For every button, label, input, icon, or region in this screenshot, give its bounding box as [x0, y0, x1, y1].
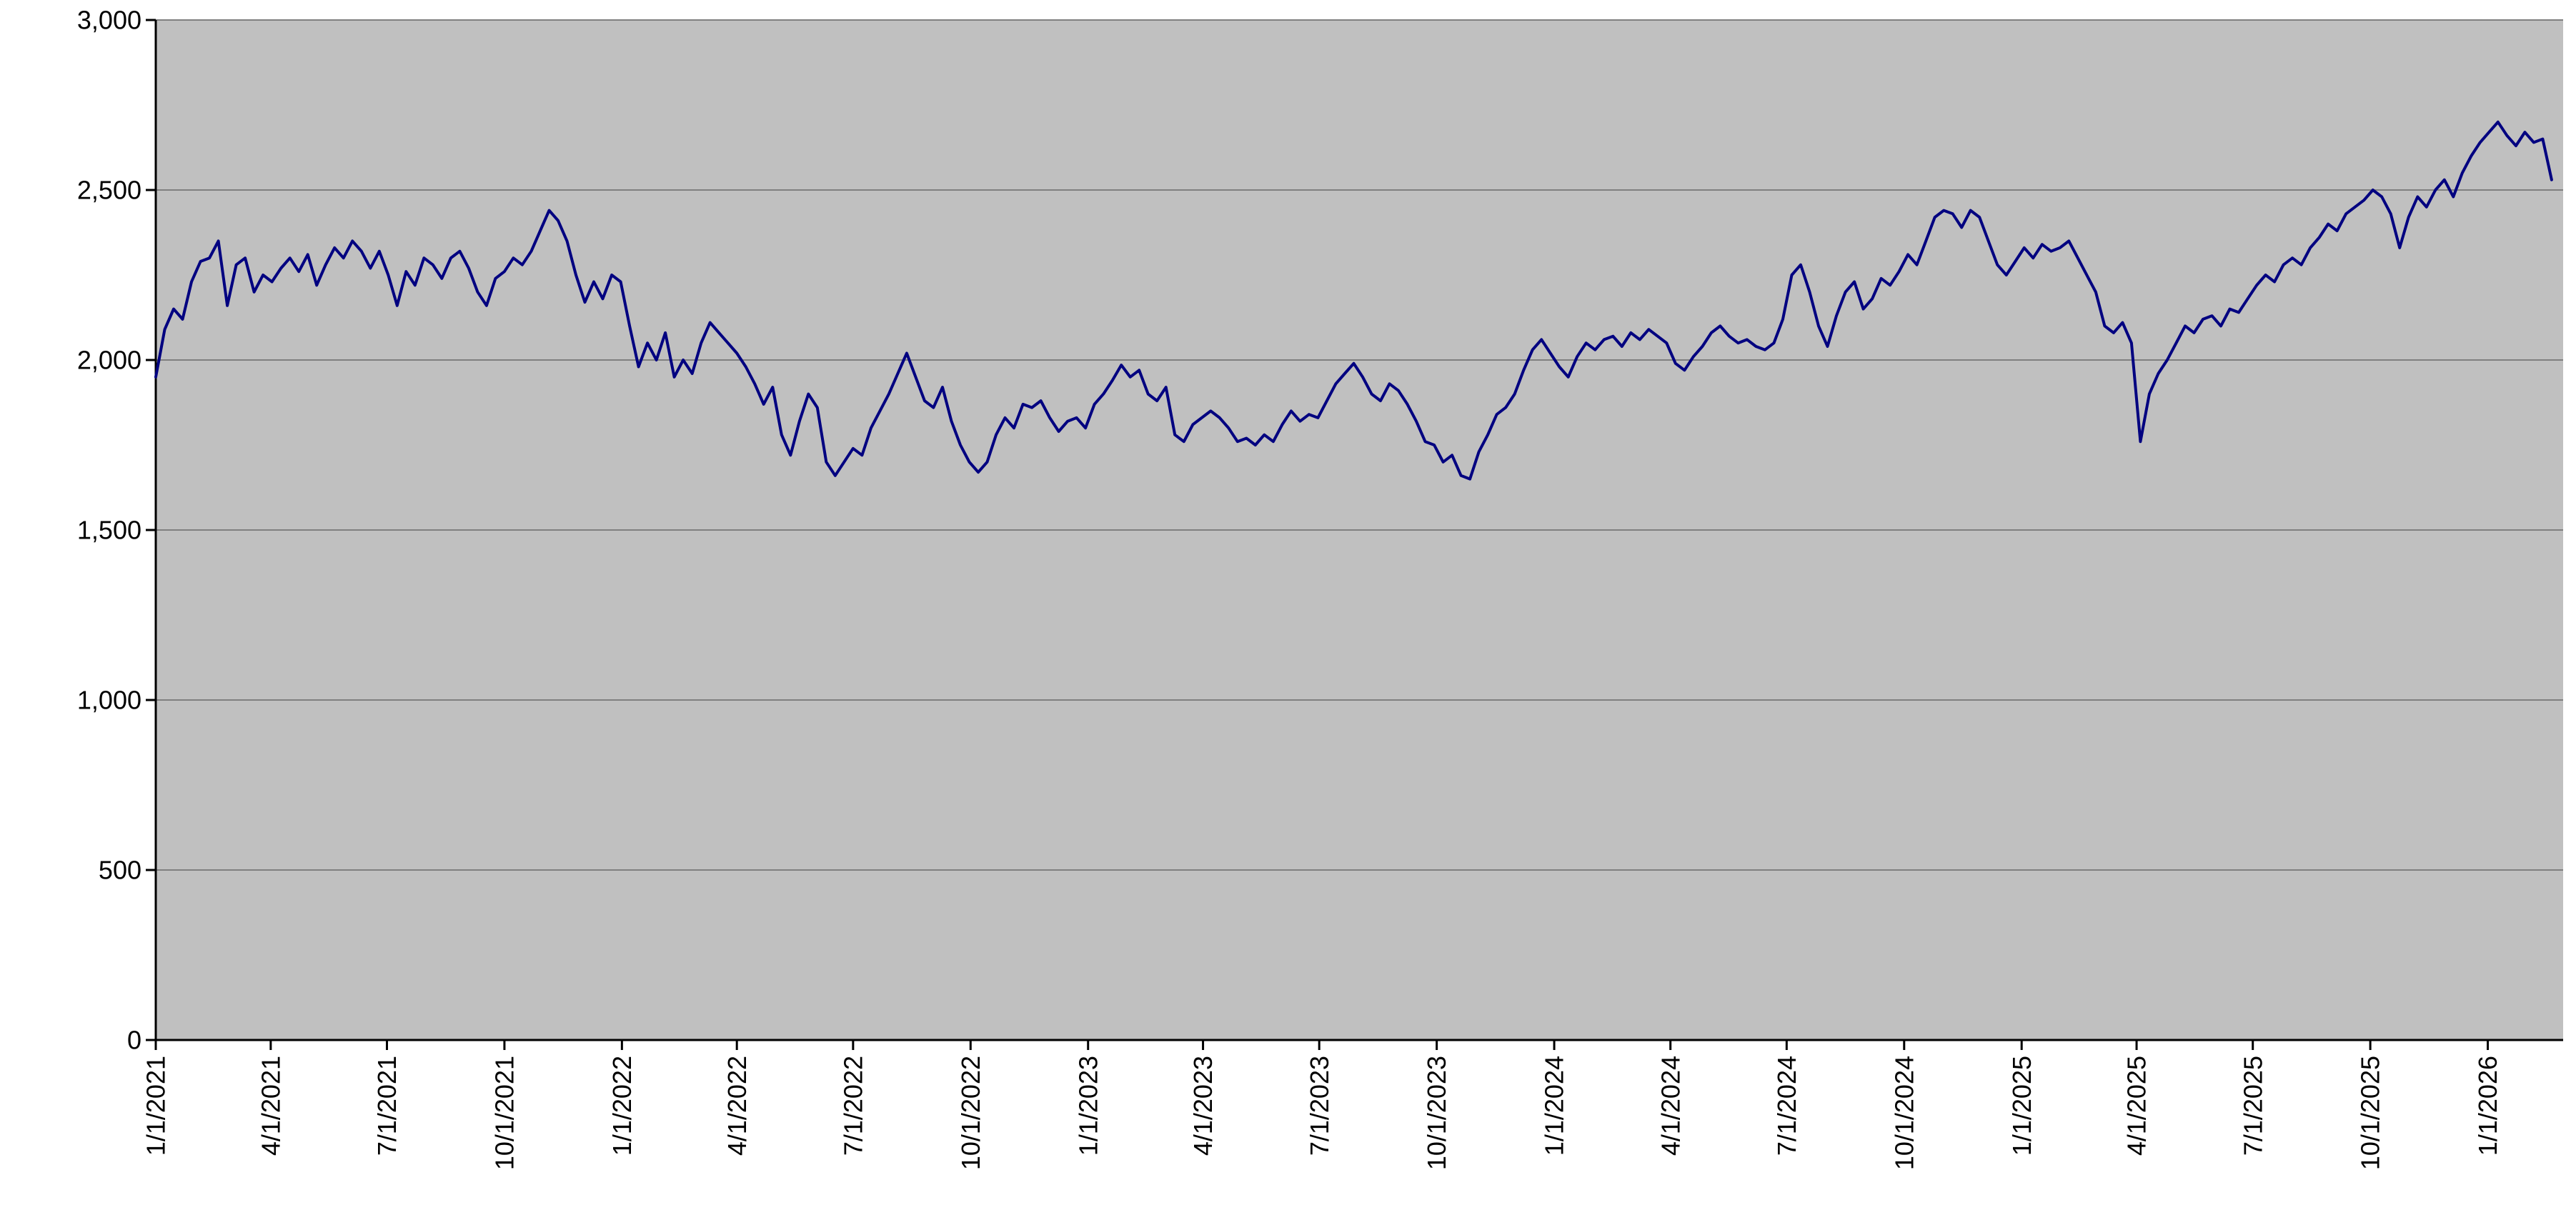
y-axis-label: 2,500 — [77, 176, 141, 205]
y-axis-label: 500 — [99, 856, 141, 885]
x-axis-label: 1/1/2025 — [2007, 1056, 2037, 1156]
x-axis-label: 1/1/2023 — [1073, 1056, 1103, 1156]
y-axis-label: 3,000 — [77, 6, 141, 35]
x-axis-label: 7/1/2022 — [838, 1056, 867, 1156]
x-axis-label: 7/1/2023 — [1305, 1056, 1334, 1156]
x-axis-label: 4/1/2025 — [2122, 1056, 2152, 1156]
x-axis-label: 7/1/2025 — [2238, 1056, 2267, 1156]
series-line — [154, 120, 2553, 481]
x-axis-label: 10/1/2024 — [1889, 1056, 1919, 1170]
x-axis-label: 4/1/2021 — [256, 1056, 285, 1156]
x-axis-label: 10/1/2021 — [490, 1056, 519, 1170]
x-axis-label: 1/1/2026 — [2473, 1056, 2502, 1156]
x-axis-label: 10/1/2023 — [1422, 1056, 1451, 1170]
x-axis-label: 1/1/2021 — [141, 1056, 171, 1156]
x-axis-label: 10/1/2022 — [956, 1056, 985, 1170]
x-axis-label: 4/1/2022 — [722, 1056, 752, 1156]
x-axis-label: 4/1/2023 — [1188, 1056, 1218, 1156]
y-axis-label: 2,000 — [77, 346, 141, 375]
x-axis-label: 4/1/2024 — [1656, 1056, 1685, 1156]
x-axis-label: 7/1/2024 — [1772, 1056, 1801, 1156]
y-axis-label: 1,500 — [77, 516, 141, 545]
x-axis-label: 1/1/2022 — [607, 1056, 637, 1156]
x-axis-label: 1/1/2024 — [1540, 1056, 1569, 1156]
y-axis-label: 0 — [127, 1026, 141, 1055]
x-axis-label: 7/1/2021 — [372, 1056, 402, 1156]
x-axis-label: 10/1/2025 — [2356, 1056, 2385, 1170]
y-axis-label: 1,000 — [77, 686, 141, 715]
